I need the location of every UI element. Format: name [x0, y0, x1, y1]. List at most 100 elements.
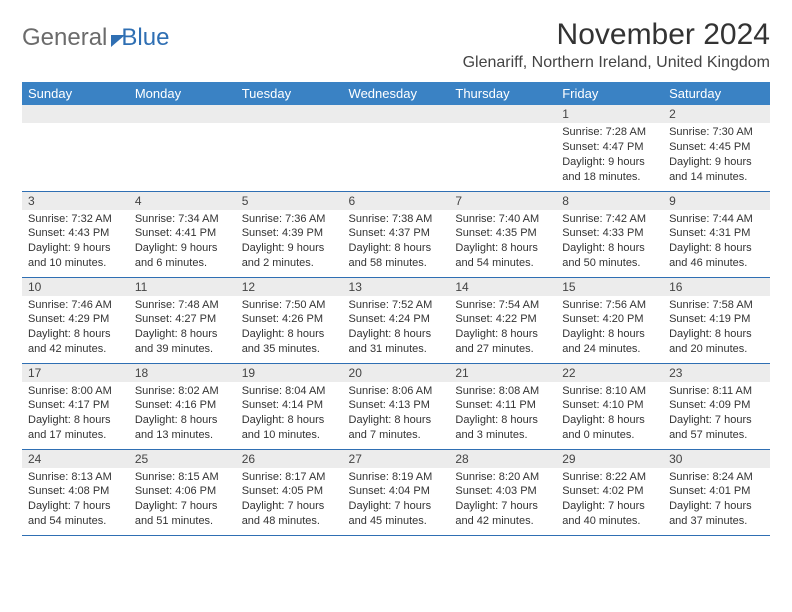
calendar-day-cell [449, 105, 556, 191]
calendar-day-cell: 19Sunrise: 8:04 AMSunset: 4:14 PMDayligh… [236, 363, 343, 449]
day-number: 8 [556, 192, 663, 210]
calendar-day-cell: 20Sunrise: 8:06 AMSunset: 4:13 PMDayligh… [343, 363, 450, 449]
calendar-day-cell: 26Sunrise: 8:17 AMSunset: 4:05 PMDayligh… [236, 449, 343, 535]
day-details: Sunrise: 7:36 AMSunset: 4:39 PMDaylight:… [236, 210, 343, 275]
weekday-header: Monday [129, 82, 236, 105]
day-details: Sunrise: 7:38 AMSunset: 4:37 PMDaylight:… [343, 210, 450, 275]
calendar-day-cell: 4Sunrise: 7:34 AMSunset: 4:41 PMDaylight… [129, 191, 236, 277]
day-details: Sunrise: 7:30 AMSunset: 4:45 PMDaylight:… [663, 123, 770, 188]
calendar-day-cell: 9Sunrise: 7:44 AMSunset: 4:31 PMDaylight… [663, 191, 770, 277]
calendar-day-cell: 7Sunrise: 7:40 AMSunset: 4:35 PMDaylight… [449, 191, 556, 277]
calendar-day-cell: 2Sunrise: 7:30 AMSunset: 4:45 PMDaylight… [663, 105, 770, 191]
calendar-day-cell: 28Sunrise: 8:20 AMSunset: 4:03 PMDayligh… [449, 449, 556, 535]
day-number: 16 [663, 278, 770, 296]
day-number: 27 [343, 450, 450, 468]
header: General Blue November 2024 Glenariff, No… [22, 18, 770, 72]
day-number: 7 [449, 192, 556, 210]
day-details: Sunrise: 7:44 AMSunset: 4:31 PMDaylight:… [663, 210, 770, 275]
day-number: 29 [556, 450, 663, 468]
day-number: 3 [22, 192, 129, 210]
day-number: 26 [236, 450, 343, 468]
weekday-header: Wednesday [343, 82, 450, 105]
day-number-blank [449, 105, 556, 123]
day-number: 1 [556, 105, 663, 123]
day-details: Sunrise: 7:28 AMSunset: 4:47 PMDaylight:… [556, 123, 663, 188]
day-number-blank [236, 105, 343, 123]
day-details: Sunrise: 8:22 AMSunset: 4:02 PMDaylight:… [556, 468, 663, 533]
calendar-day-cell: 13Sunrise: 7:52 AMSunset: 4:24 PMDayligh… [343, 277, 450, 363]
calendar-day-cell: 24Sunrise: 8:13 AMSunset: 4:08 PMDayligh… [22, 449, 129, 535]
day-details: Sunrise: 8:19 AMSunset: 4:04 PMDaylight:… [343, 468, 450, 533]
day-number: 24 [22, 450, 129, 468]
calendar-day-cell: 8Sunrise: 7:42 AMSunset: 4:33 PMDaylight… [556, 191, 663, 277]
day-number: 19 [236, 364, 343, 382]
day-number-blank [129, 105, 236, 123]
calendar-day-cell [22, 105, 129, 191]
day-number: 15 [556, 278, 663, 296]
day-details: Sunrise: 8:17 AMSunset: 4:05 PMDaylight:… [236, 468, 343, 533]
day-details: Sunrise: 8:06 AMSunset: 4:13 PMDaylight:… [343, 382, 450, 447]
day-number: 21 [449, 364, 556, 382]
calendar-day-cell: 10Sunrise: 7:46 AMSunset: 4:29 PMDayligh… [22, 277, 129, 363]
weekday-header: Tuesday [236, 82, 343, 105]
day-details: Sunrise: 8:02 AMSunset: 4:16 PMDaylight:… [129, 382, 236, 447]
day-number: 9 [663, 192, 770, 210]
day-details: Sunrise: 8:15 AMSunset: 4:06 PMDaylight:… [129, 468, 236, 533]
calendar-day-cell: 15Sunrise: 7:56 AMSunset: 4:20 PMDayligh… [556, 277, 663, 363]
day-number-blank [22, 105, 129, 123]
weekday-header: Friday [556, 82, 663, 105]
day-number: 14 [449, 278, 556, 296]
day-details: Sunrise: 8:24 AMSunset: 4:01 PMDaylight:… [663, 468, 770, 533]
day-details: Sunrise: 8:08 AMSunset: 4:11 PMDaylight:… [449, 382, 556, 447]
calendar-day-cell: 30Sunrise: 8:24 AMSunset: 4:01 PMDayligh… [663, 449, 770, 535]
weekday-header: Thursday [449, 82, 556, 105]
day-number: 25 [129, 450, 236, 468]
day-number: 11 [129, 278, 236, 296]
calendar-week-row: 17Sunrise: 8:00 AMSunset: 4:17 PMDayligh… [22, 363, 770, 449]
month-title: November 2024 [463, 18, 770, 52]
day-number: 28 [449, 450, 556, 468]
calendar-day-cell: 14Sunrise: 7:54 AMSunset: 4:22 PMDayligh… [449, 277, 556, 363]
weekday-header: Saturday [663, 82, 770, 105]
calendar-day-cell: 6Sunrise: 7:38 AMSunset: 4:37 PMDaylight… [343, 191, 450, 277]
calendar-week-row: 1Sunrise: 7:28 AMSunset: 4:47 PMDaylight… [22, 105, 770, 191]
weekday-header: Sunday [22, 82, 129, 105]
day-number: 4 [129, 192, 236, 210]
day-details: Sunrise: 7:40 AMSunset: 4:35 PMDaylight:… [449, 210, 556, 275]
day-number: 17 [22, 364, 129, 382]
day-details: Sunrise: 7:34 AMSunset: 4:41 PMDaylight:… [129, 210, 236, 275]
title-block: November 2024 Glenariff, Northern Irelan… [463, 18, 770, 72]
day-details: Sunrise: 8:20 AMSunset: 4:03 PMDaylight:… [449, 468, 556, 533]
calendar-day-cell [343, 105, 450, 191]
calendar-day-cell: 11Sunrise: 7:48 AMSunset: 4:27 PMDayligh… [129, 277, 236, 363]
day-number: 23 [663, 364, 770, 382]
logo: General Blue [22, 18, 169, 52]
day-details: Sunrise: 7:56 AMSunset: 4:20 PMDaylight:… [556, 296, 663, 361]
calendar-day-cell: 1Sunrise: 7:28 AMSunset: 4:47 PMDaylight… [556, 105, 663, 191]
logo-word-general: General [22, 24, 107, 52]
logo-triangle-icon [111, 35, 125, 47]
calendar-day-cell [236, 105, 343, 191]
calendar-day-cell: 12Sunrise: 7:50 AMSunset: 4:26 PMDayligh… [236, 277, 343, 363]
weekday-header-row: Sunday Monday Tuesday Wednesday Thursday… [22, 82, 770, 105]
day-number-blank [343, 105, 450, 123]
day-number: 20 [343, 364, 450, 382]
day-number: 10 [22, 278, 129, 296]
calendar-day-cell: 18Sunrise: 8:02 AMSunset: 4:16 PMDayligh… [129, 363, 236, 449]
day-number: 12 [236, 278, 343, 296]
day-number: 18 [129, 364, 236, 382]
day-number: 13 [343, 278, 450, 296]
day-details: Sunrise: 7:54 AMSunset: 4:22 PMDaylight:… [449, 296, 556, 361]
day-details: Sunrise: 7:52 AMSunset: 4:24 PMDaylight:… [343, 296, 450, 361]
day-details: Sunrise: 8:11 AMSunset: 4:09 PMDaylight:… [663, 382, 770, 447]
calendar-week-row: 3Sunrise: 7:32 AMSunset: 4:43 PMDaylight… [22, 191, 770, 277]
day-details: Sunrise: 8:00 AMSunset: 4:17 PMDaylight:… [22, 382, 129, 447]
location: Glenariff, Northern Ireland, United King… [463, 54, 770, 72]
day-details: Sunrise: 7:46 AMSunset: 4:29 PMDaylight:… [22, 296, 129, 361]
calendar-day-cell: 21Sunrise: 8:08 AMSunset: 4:11 PMDayligh… [449, 363, 556, 449]
day-details: Sunrise: 7:58 AMSunset: 4:19 PMDaylight:… [663, 296, 770, 361]
logo-word-blue: Blue [121, 24, 169, 52]
calendar-day-cell: 3Sunrise: 7:32 AMSunset: 4:43 PMDaylight… [22, 191, 129, 277]
day-number: 22 [556, 364, 663, 382]
calendar-day-cell: 23Sunrise: 8:11 AMSunset: 4:09 PMDayligh… [663, 363, 770, 449]
